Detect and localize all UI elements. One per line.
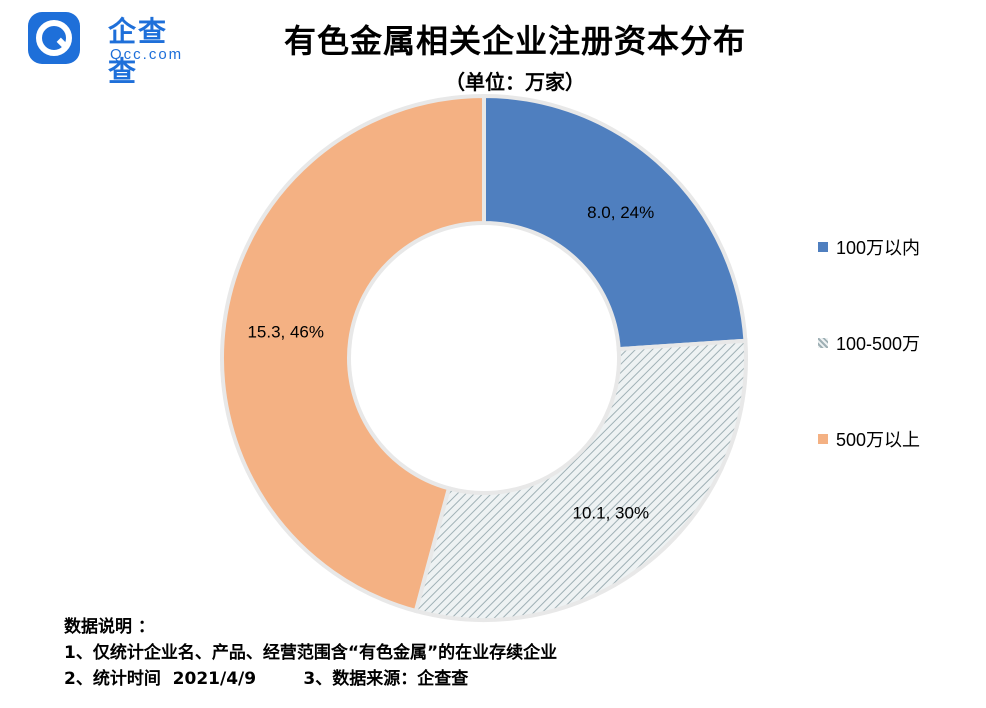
chart-title: 有色金属相关企业注册资本分布 [283, 22, 746, 60]
legend-swatch-blue-icon [818, 242, 828, 252]
legend: 100万以内 100-500万 500万以上 [818, 232, 978, 520]
legend-item-100-500: 100-500万 [818, 328, 978, 358]
legend-item-under-100: 100万以内 [818, 232, 978, 262]
legend-swatch-orange-icon [818, 434, 828, 444]
notes-line-1: 1、仅统计企业名、产品、经营范围含“有色金属”的在业存续企业 [64, 643, 558, 663]
chart-subtitle: （单位：万家） [445, 70, 585, 94]
notes-heading: 数据说明 ： [64, 617, 155, 637]
legend-item-over-500: 500万以上 [818, 424, 978, 454]
data-notes: 数据说明 ： 1、仅统计企业名、产品、经营范围含“有色金属”的在业存续企业 2、… [64, 614, 557, 692]
slice-data-label: 15.3, 46% [247, 323, 324, 342]
brand-name: 企查查 [108, 15, 169, 88]
legend-label: 500万以上 [836, 430, 921, 450]
brand-logo: 企查查 Qcc.com [24, 8, 194, 88]
qcc-logo-icon [28, 12, 80, 64]
notes-line-2: 2、统计时间 2021/4/9 3、数据来源：企查查 [64, 669, 469, 689]
slice-data-label: 10.1, 30% [573, 504, 650, 523]
slice-data-label: 8.0, 24% [587, 203, 654, 222]
legend-label: 100万以内 [836, 238, 921, 258]
brand-domain: Qcc.com [110, 46, 184, 63]
legend-label: 100-500万 [836, 334, 921, 354]
slice-over-500 [220, 93, 486, 614]
slice-100-500 [413, 338, 748, 622]
legend-swatch-hatched-icon [818, 338, 828, 348]
slice-under-100 [482, 93, 748, 352]
